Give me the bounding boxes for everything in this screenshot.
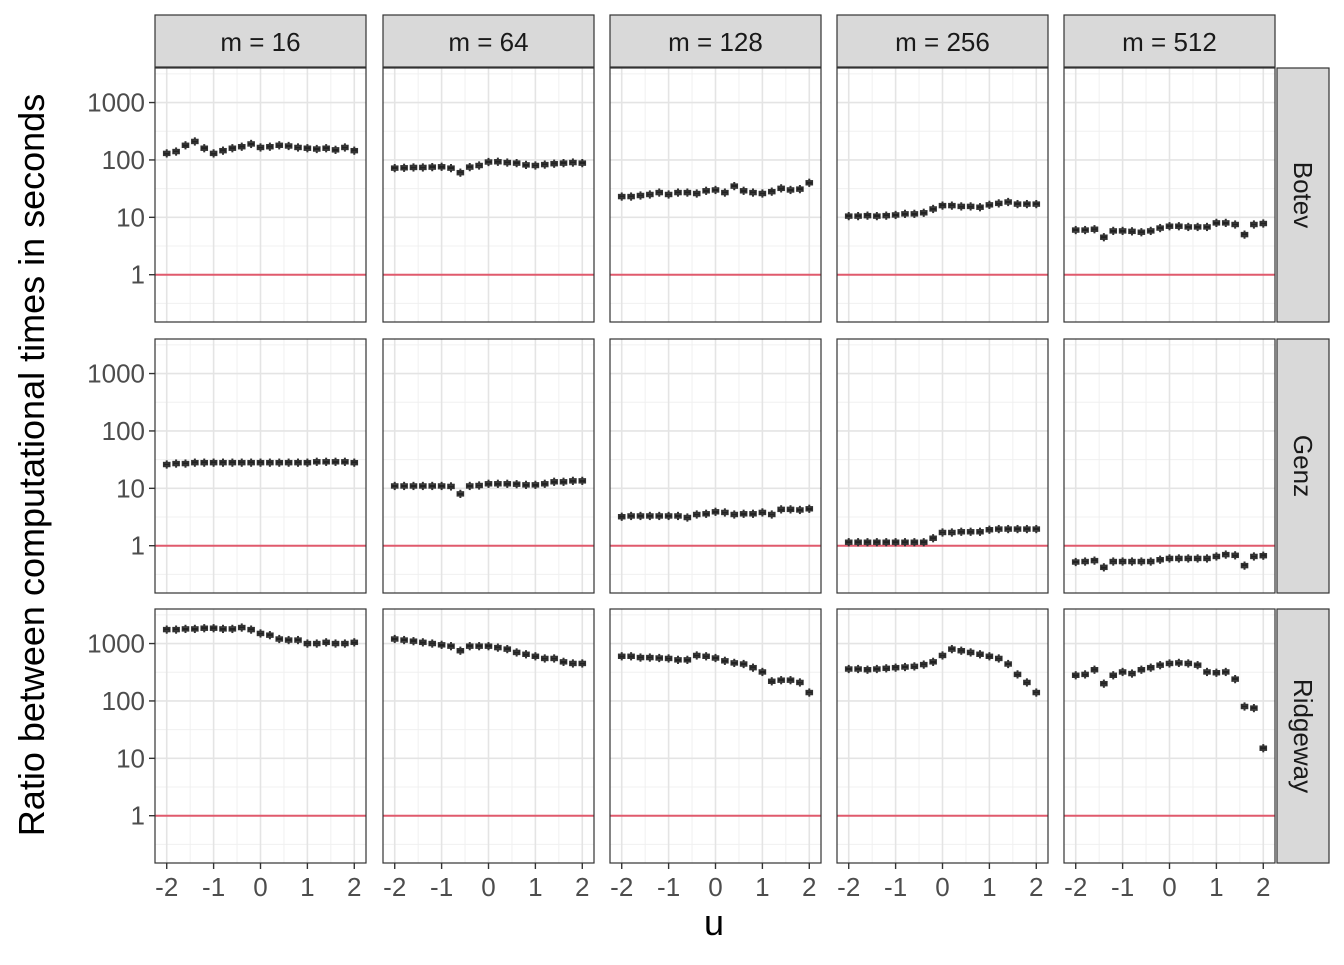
x-tick-label: -2 [383,872,406,902]
y-tick-label: 1000 [87,359,145,389]
y-tick-label: 10 [116,202,145,232]
panel-border [1063,338,1276,594]
x-tick-label: 1 [982,872,996,902]
y-tick-label: 100 [102,686,145,716]
facet-strip-column [836,14,1049,68]
x-tick-label: 2 [347,872,361,902]
x-tick-label: 0 [253,872,267,902]
x-tick-label: -2 [610,872,633,902]
x-tick-label: 2 [575,872,589,902]
x-tick-label: -2 [155,872,178,902]
y-tick-label: 1 [131,531,145,561]
x-tick-label: -2 [837,872,860,902]
y-tick-label: 10 [116,743,145,773]
facet-label-row: Ridgeway [1288,679,1318,793]
x-tick-label: 1 [300,872,314,902]
y-tick-label: 100 [102,145,145,175]
panel-border [154,338,367,594]
panel-border [836,338,1049,594]
panel-border [609,67,822,323]
panel-border [382,338,595,594]
y-tick-label: 1 [131,801,145,831]
panel-border [836,67,1049,323]
x-tick-label: -2 [1064,872,1087,902]
x-tick-label: -1 [884,872,907,902]
facet-strip-column [609,14,822,68]
facet-strip-row [1276,338,1330,594]
x-tick-label: 1 [528,872,542,902]
x-axis-title: u [704,902,724,943]
x-tick-label: 0 [935,872,949,902]
y-tick-label: 100 [102,416,145,446]
panel-border [1063,67,1276,323]
y-axis-title: Ratio between computational times in sec… [11,94,52,836]
x-tick-label: 0 [1162,872,1176,902]
x-tick-label: -1 [1111,872,1134,902]
x-tick-label: -1 [430,872,453,902]
facet-strip-row [1276,608,1330,864]
facet-label-column: m = 64 [448,27,528,57]
facet-strip-column [382,14,595,68]
y-tick-label: 1000 [87,88,145,118]
y-tick-label: 10 [116,473,145,503]
facet-strip-column [1063,14,1276,68]
x-tick-label: 2 [1029,872,1043,902]
y-tick-label: 1 [131,260,145,290]
facet-label-column: m = 16 [220,27,300,57]
panel-border [154,67,367,323]
x-tick-label: -1 [657,872,680,902]
panel-border [382,67,595,323]
facet-label-row: Botev [1288,162,1318,229]
facet-label-column: m = 128 [668,27,763,57]
panel-border [609,338,822,594]
x-tick-label: 2 [1256,872,1270,902]
facet-label-row: Genz [1288,435,1318,497]
facet-label-column: m = 256 [895,27,990,57]
x-tick-label: 1 [755,872,769,902]
x-tick-label: 2 [802,872,816,902]
facet-label-column: m = 512 [1122,27,1217,57]
x-tick-label: 0 [481,872,495,902]
facet-strip-column [154,14,367,68]
y-tick-label: 1000 [87,629,145,659]
x-tick-label: -1 [202,872,225,902]
x-tick-label: 1 [1209,872,1223,902]
facet-strip-row [1276,67,1330,323]
x-tick-label: 0 [708,872,722,902]
